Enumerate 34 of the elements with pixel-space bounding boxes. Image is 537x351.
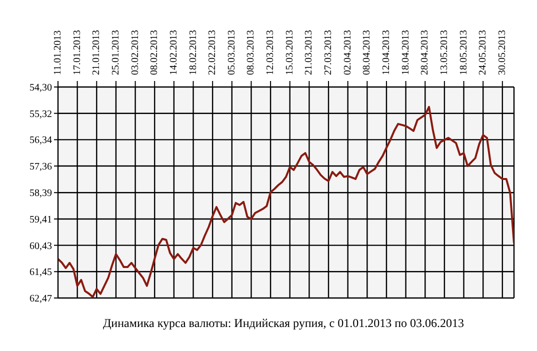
x-tick-label: 25.01.2013	[110, 30, 122, 75]
y-tick-label: 62,47	[30, 294, 52, 305]
x-tick-label: 21.01.2013	[91, 30, 102, 75]
x-tick-label: 18.04.2013	[400, 30, 412, 75]
y-tick-label: 56,34	[30, 135, 52, 146]
y-tick-label: 54,30	[30, 82, 52, 94]
y-tick-label: 55,32	[30, 108, 52, 120]
x-tick-label: 27.03.2013	[323, 30, 334, 75]
x-tick-label: 12.03.2013	[265, 30, 276, 75]
x-tick-label: 03.02.2013	[130, 30, 141, 75]
x-tick-label: 18.02.2013	[188, 30, 199, 75]
x-tick-label: 11.01.2013	[52, 30, 64, 75]
x-tick-label: 24.05.2013	[478, 30, 489, 75]
x-tick-label: 12.04.2013	[380, 30, 392, 75]
x-tick-label: 18.05.2013	[458, 30, 470, 75]
x-tick-label: 13.05.2013	[438, 30, 450, 75]
x-tick-label: 08.04.2013	[362, 30, 373, 75]
x-tick-label: 08.02.2013	[149, 30, 160, 75]
x-tick-label: 15.03.2013	[284, 30, 296, 75]
x-tick-label: 17.01.2013	[72, 30, 83, 75]
y-tick-label: 57,36	[30, 162, 52, 173]
y-tick-label: 61,45	[30, 267, 52, 278]
x-tick-label: 14.02.2013	[168, 30, 180, 75]
text: Динамика курса валюты: Индийская рупия, с 01.01.2013 по 03.06.2013	[102, 316, 465, 331]
x-tick-label: 05.03.2013	[226, 30, 238, 75]
x-tick-label: 22.02.2013	[207, 30, 218, 75]
y-tick-label: 58,39	[30, 188, 52, 200]
x-tick-label: 02.04.2013	[342, 30, 354, 75]
x-tick-label: 08.03.2013	[246, 30, 257, 75]
y-tick-label: 59,41	[30, 214, 52, 226]
x-tick-label: 28.04.2013	[420, 30, 431, 75]
x-tick-label: 30.05.2013	[496, 30, 508, 75]
x-tick-label: 21.03.2013	[304, 30, 315, 75]
y-tick-label: 60,43	[30, 240, 52, 252]
